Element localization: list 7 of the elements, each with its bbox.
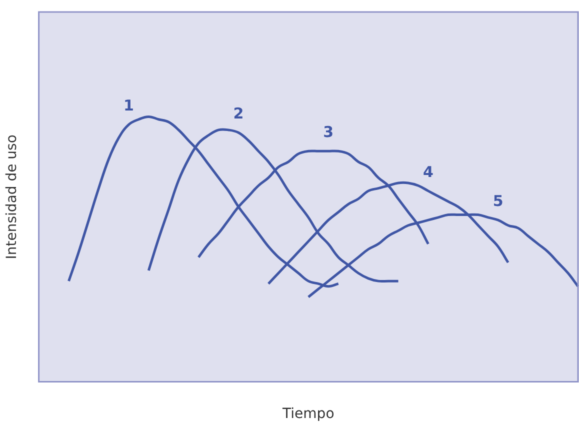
x-axis-title: Tiempo — [282, 406, 334, 422]
series-label: 5 — [492, 192, 504, 210]
series-label: 3 — [323, 123, 334, 142]
y-axis-title: Intensidad de uso — [4, 134, 20, 260]
series-label: 4 — [423, 162, 434, 181]
series-label: 1 — [123, 96, 134, 115]
series-label: 2 — [233, 104, 244, 123]
